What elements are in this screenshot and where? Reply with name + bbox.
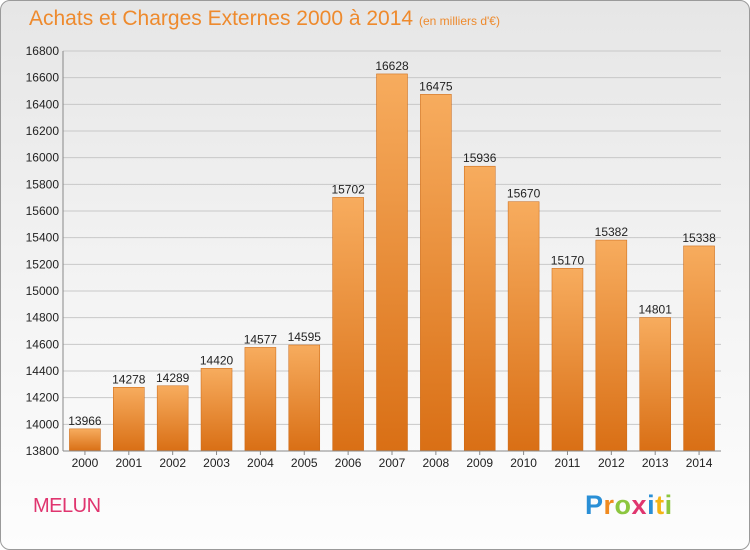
x-tick-label: 2011 <box>555 456 581 470</box>
bar-value-label: 15338 <box>682 231 716 245</box>
x-tick-label: 2014 <box>686 456 713 470</box>
proxiti-logo: Proxiti <box>585 490 673 521</box>
y-tick-label: 16800 <box>26 44 60 58</box>
bar-value-label: 15382 <box>595 225 629 239</box>
x-tick-label: 2004 <box>247 456 274 470</box>
y-tick-label: 15800 <box>26 177 60 191</box>
bar-value-label: 14420 <box>200 353 234 367</box>
city-name: MELUN <box>33 495 101 517</box>
bar <box>200 368 233 452</box>
logo-letter: x <box>631 490 648 520</box>
x-tick-label: 2005 <box>291 456 318 470</box>
x-tick-label: 2013 <box>642 456 669 470</box>
y-tick-label: 14000 <box>26 417 60 431</box>
y-tick-label: 14200 <box>26 391 60 405</box>
y-tick-label: 16000 <box>26 151 60 165</box>
x-tick-label: 2009 <box>466 456 493 470</box>
bar-value-label: 14595 <box>288 330 322 344</box>
bar-value-label: 15670 <box>507 187 541 201</box>
y-tick-label: 16600 <box>26 71 60 85</box>
y-tick-label: 15200 <box>26 257 60 271</box>
bar <box>69 428 101 452</box>
logo-letter: i <box>647 490 656 520</box>
bars-layer: 13966 14278 14289 14420 14577 14595 15702 16628… <box>68 59 716 452</box>
y-tick-label: 14400 <box>26 364 60 378</box>
y-tick-label: 15600 <box>26 204 60 218</box>
bar <box>376 73 408 452</box>
bar <box>332 197 364 452</box>
bar <box>507 201 540 452</box>
bar <box>595 239 628 452</box>
bar <box>156 385 189 452</box>
bar-value-label: 14289 <box>156 371 190 385</box>
y-tick-label: 15400 <box>26 231 60 245</box>
bar-value-label: 14577 <box>244 332 278 346</box>
logo-letter: P <box>585 490 604 520</box>
bar <box>683 245 715 452</box>
x-tick-label: 2001 <box>115 456 142 470</box>
chart-title: Achats et Charges Externes 2000 à 2014 <box>29 7 414 30</box>
bar-value-label: 16475 <box>419 79 453 93</box>
x-tick-label: 2006 <box>335 456 362 470</box>
logo-letter: i <box>664 490 673 520</box>
bar-value-label: 14278 <box>112 372 146 386</box>
y-tick-label: 16200 <box>26 124 60 138</box>
y-tick-label: 16400 <box>26 97 60 111</box>
bar-value-label: 15702 <box>331 182 365 196</box>
bar <box>288 344 321 452</box>
x-tick-label: 2008 <box>423 456 450 470</box>
logo-letter: o <box>614 490 632 520</box>
x-tick-label: 2007 <box>379 456 406 470</box>
y-tick-label: 14600 <box>26 337 60 351</box>
x-tick-label: 2012 <box>598 456 625 470</box>
bar-value-label: 15936 <box>463 151 497 165</box>
bar <box>463 165 496 452</box>
logo-letter: t <box>655 490 665 520</box>
bar-value-label: 16628 <box>375 59 409 73</box>
x-tick-label: 2000 <box>72 456 99 470</box>
bar <box>639 317 671 452</box>
x-tick-label: 2010 <box>510 456 537 470</box>
bar <box>551 268 584 452</box>
bar-value-label: 13966 <box>68 414 102 428</box>
y-tick-label: 13800 <box>26 444 60 458</box>
bar-value-label: 14801 <box>639 303 673 317</box>
bar <box>420 94 452 452</box>
chart-subtitle: (en milliers d'€) <box>419 14 500 28</box>
bar <box>244 347 277 452</box>
y-tick-label: 15000 <box>26 284 60 298</box>
axis-layer: 13800 14000 14200 14400 14600 14800 15000 15200… <box>26 44 721 470</box>
bar-value-label: 15170 <box>551 253 585 267</box>
bar <box>113 387 145 452</box>
logo-letter: r <box>603 490 615 520</box>
x-tick-label: 2002 <box>159 456 186 470</box>
x-tick-label: 2003 <box>203 456 230 470</box>
y-tick-label: 14800 <box>26 311 60 325</box>
